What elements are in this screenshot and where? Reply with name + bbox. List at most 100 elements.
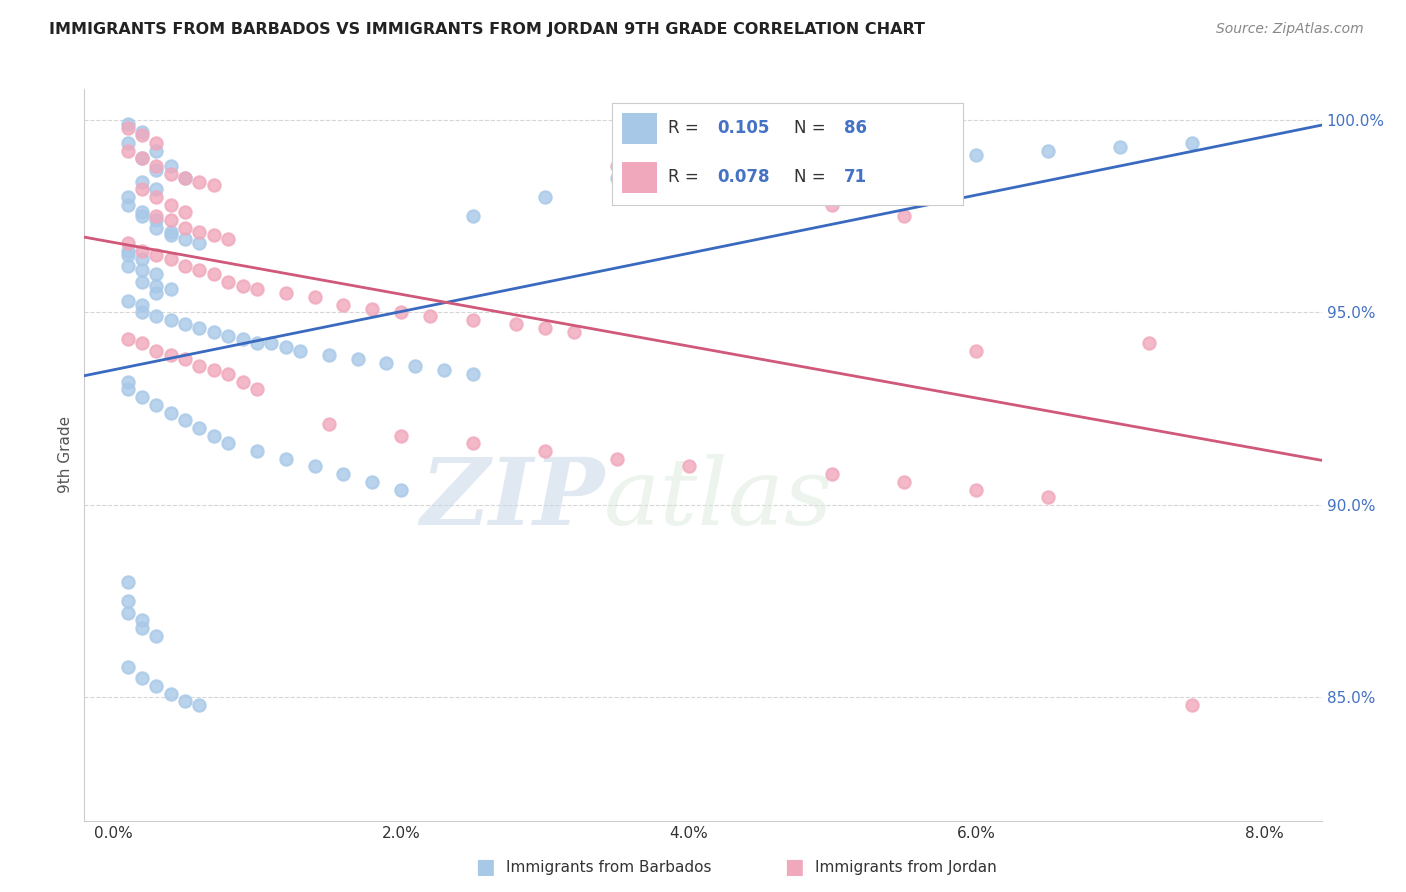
Text: ■: ■ xyxy=(785,857,804,877)
Text: 71: 71 xyxy=(844,169,866,186)
Text: N =: N = xyxy=(794,169,831,186)
Point xyxy=(1038,144,1060,158)
Point xyxy=(117,594,139,608)
Point xyxy=(1038,490,1060,504)
Point xyxy=(117,293,139,308)
Point xyxy=(304,459,326,474)
Text: R =: R = xyxy=(668,169,704,186)
Point xyxy=(461,209,484,223)
Point xyxy=(217,275,239,289)
Point xyxy=(288,343,311,358)
Point xyxy=(648,167,671,181)
Point xyxy=(965,147,987,161)
Point xyxy=(965,483,987,497)
Point xyxy=(332,298,354,312)
Point xyxy=(505,317,527,331)
Point xyxy=(131,336,153,351)
Point xyxy=(145,343,167,358)
Point xyxy=(131,209,153,223)
Point xyxy=(246,336,269,351)
Point xyxy=(678,159,700,173)
Point xyxy=(217,232,239,246)
Point xyxy=(202,228,225,243)
Point xyxy=(174,232,197,246)
Point xyxy=(893,475,915,489)
Point xyxy=(174,317,197,331)
Point xyxy=(117,197,139,211)
Point xyxy=(145,190,167,204)
Point xyxy=(174,413,197,427)
Point xyxy=(260,336,283,351)
Point xyxy=(117,144,139,158)
Point xyxy=(389,483,412,497)
Point xyxy=(749,182,772,196)
Point xyxy=(706,175,728,189)
Point xyxy=(131,152,153,166)
Point xyxy=(274,340,297,354)
Point xyxy=(131,263,153,277)
Text: ■: ■ xyxy=(475,857,495,877)
Text: 0.105: 0.105 xyxy=(717,120,769,137)
Point xyxy=(174,205,197,219)
Point xyxy=(461,313,484,327)
Point xyxy=(145,679,167,693)
Bar xyxy=(621,162,657,193)
Point xyxy=(159,225,181,239)
Point xyxy=(361,301,384,316)
Point xyxy=(1181,698,1204,713)
Point xyxy=(246,383,269,397)
Point xyxy=(1109,140,1132,154)
Point xyxy=(117,248,139,262)
Bar xyxy=(621,112,657,144)
Point xyxy=(145,209,167,223)
Point xyxy=(131,671,153,685)
Point xyxy=(332,467,354,482)
Point xyxy=(159,687,181,701)
Point xyxy=(117,333,139,347)
Point xyxy=(131,152,153,166)
Point xyxy=(131,175,153,189)
Point xyxy=(145,278,167,293)
Point xyxy=(188,225,211,239)
Point xyxy=(232,375,254,389)
Point xyxy=(461,367,484,381)
Point xyxy=(202,267,225,281)
Point xyxy=(174,220,197,235)
Point xyxy=(1137,336,1160,351)
Point xyxy=(202,363,225,377)
Text: Immigrants from Jordan: Immigrants from Jordan xyxy=(815,860,997,874)
Point xyxy=(346,351,368,366)
Point xyxy=(131,128,153,143)
Point xyxy=(159,197,181,211)
Point xyxy=(131,621,153,635)
Point xyxy=(117,120,139,135)
Point xyxy=(159,406,181,420)
Point xyxy=(965,343,987,358)
Point xyxy=(131,614,153,628)
Point xyxy=(188,421,211,435)
Point xyxy=(533,190,555,204)
Point xyxy=(159,313,181,327)
Point xyxy=(188,321,211,335)
Point xyxy=(131,390,153,404)
Point xyxy=(304,290,326,304)
Point xyxy=(117,375,139,389)
Text: N =: N = xyxy=(794,120,831,137)
Point xyxy=(606,159,628,173)
Point xyxy=(131,275,153,289)
Point xyxy=(361,475,384,489)
Point xyxy=(562,325,585,339)
Point xyxy=(606,451,628,466)
Point xyxy=(145,286,167,301)
Point xyxy=(131,252,153,266)
Point xyxy=(404,359,426,374)
Point xyxy=(188,263,211,277)
Point xyxy=(117,236,139,251)
Point xyxy=(174,170,197,185)
Point xyxy=(246,444,269,458)
Point xyxy=(145,267,167,281)
Point xyxy=(117,606,139,620)
Point xyxy=(678,170,700,185)
Point xyxy=(174,170,197,185)
Point xyxy=(145,136,167,150)
